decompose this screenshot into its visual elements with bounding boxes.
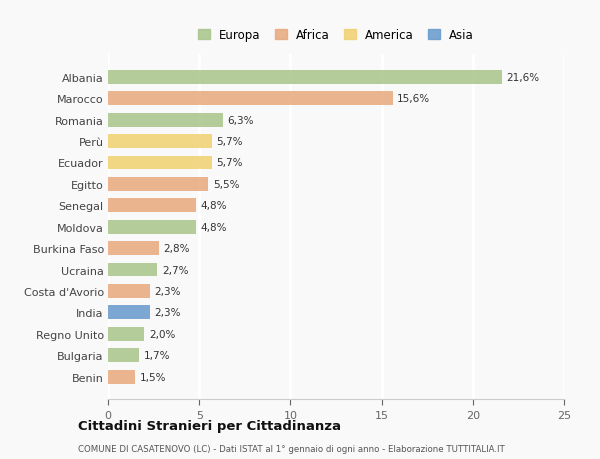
Bar [108, 284, 150, 298]
Text: 5,7%: 5,7% [217, 137, 243, 147]
Bar [108, 263, 157, 277]
Text: Cittadini Stranieri per Cittadinanza: Cittadini Stranieri per Cittadinanza [78, 419, 341, 432]
Text: 15,6%: 15,6% [397, 94, 430, 104]
Bar [108, 370, 136, 384]
Bar [108, 178, 208, 191]
Text: 6,3%: 6,3% [227, 115, 254, 125]
Text: 5,7%: 5,7% [217, 158, 243, 168]
Text: 5,5%: 5,5% [213, 179, 239, 190]
Text: 21,6%: 21,6% [506, 73, 539, 83]
Text: 1,5%: 1,5% [140, 372, 166, 382]
Text: 2,8%: 2,8% [164, 244, 190, 253]
Bar [108, 156, 212, 170]
Bar [108, 327, 145, 341]
Bar [108, 135, 212, 149]
Text: 2,3%: 2,3% [155, 286, 181, 296]
Text: 4,8%: 4,8% [200, 222, 227, 232]
Text: 4,8%: 4,8% [200, 201, 227, 211]
Bar [108, 92, 392, 106]
Bar [108, 348, 139, 362]
Bar [108, 199, 196, 213]
Bar [108, 306, 150, 319]
Text: 2,7%: 2,7% [162, 265, 188, 275]
Text: 1,7%: 1,7% [143, 350, 170, 360]
Bar [108, 113, 223, 127]
Text: 2,0%: 2,0% [149, 329, 175, 339]
Bar [108, 241, 159, 256]
Text: 2,3%: 2,3% [155, 308, 181, 318]
Legend: Europa, Africa, America, Asia: Europa, Africa, America, Asia [196, 27, 476, 44]
Bar [108, 220, 196, 234]
Text: COMUNE DI CASATENOVO (LC) - Dati ISTAT al 1° gennaio di ogni anno - Elaborazione: COMUNE DI CASATENOVO (LC) - Dati ISTAT a… [78, 444, 505, 453]
Bar [108, 71, 502, 84]
